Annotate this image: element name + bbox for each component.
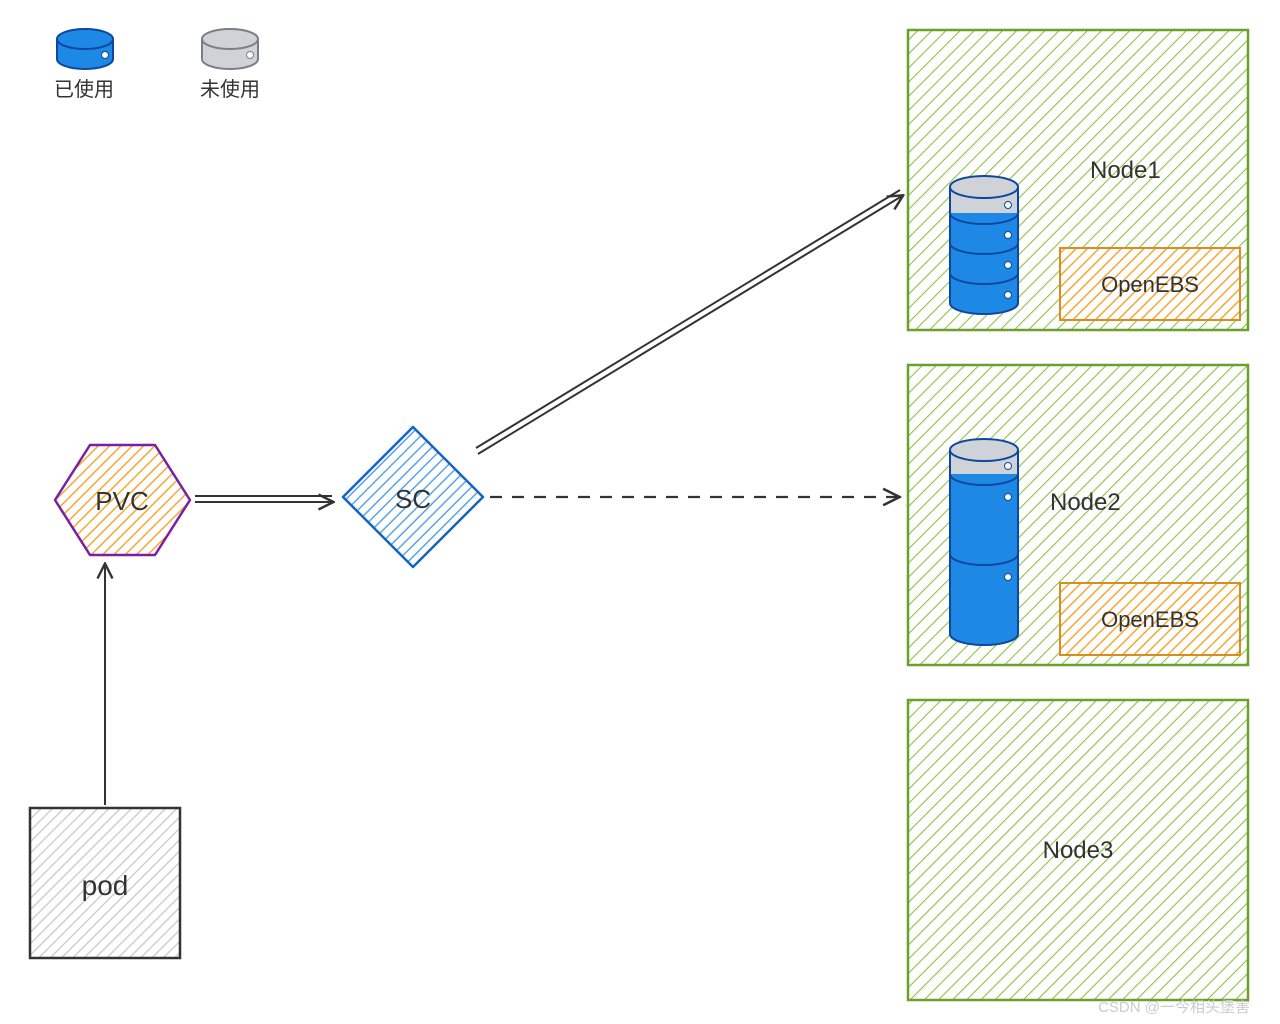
node1-openebs-label: OpenEBS <box>1101 272 1199 297</box>
node2-openebs-label: OpenEBS <box>1101 607 1199 632</box>
node2-box: Node2 OpenEBS <box>908 365 1248 665</box>
node2-label: Node2 <box>1050 489 1121 516</box>
node1-disk-stack <box>950 176 1018 314</box>
node3-label: Node3 <box>1043 837 1114 864</box>
legend-unused-label: 未使用 <box>200 78 260 101</box>
pvc-label: PVC <box>95 486 148 516</box>
sc-label: SC <box>395 484 431 514</box>
pod-label: pod <box>82 870 129 901</box>
sc-node: SC <box>343 427 483 567</box>
watermark: CSDN @一今相头堡害 <box>1098 999 1250 1016</box>
legend: 已使用 未使用 <box>54 29 260 101</box>
legend-unused-icon <box>202 29 258 69</box>
pvc-node: PVC <box>55 445 190 555</box>
node1-box: Node1 OpenEBS <box>908 30 1248 330</box>
arrow-sc-node1 <box>476 190 902 454</box>
node2-disk-stack <box>950 439 1018 645</box>
pod-node: pod <box>30 808 180 958</box>
legend-used-label: 已使用 <box>54 78 114 101</box>
legend-used-icon <box>57 29 113 69</box>
arrow-pvc-sc <box>195 496 332 502</box>
node3-box: Node3 <box>908 700 1248 1000</box>
node1-label: Node1 <box>1090 157 1161 184</box>
